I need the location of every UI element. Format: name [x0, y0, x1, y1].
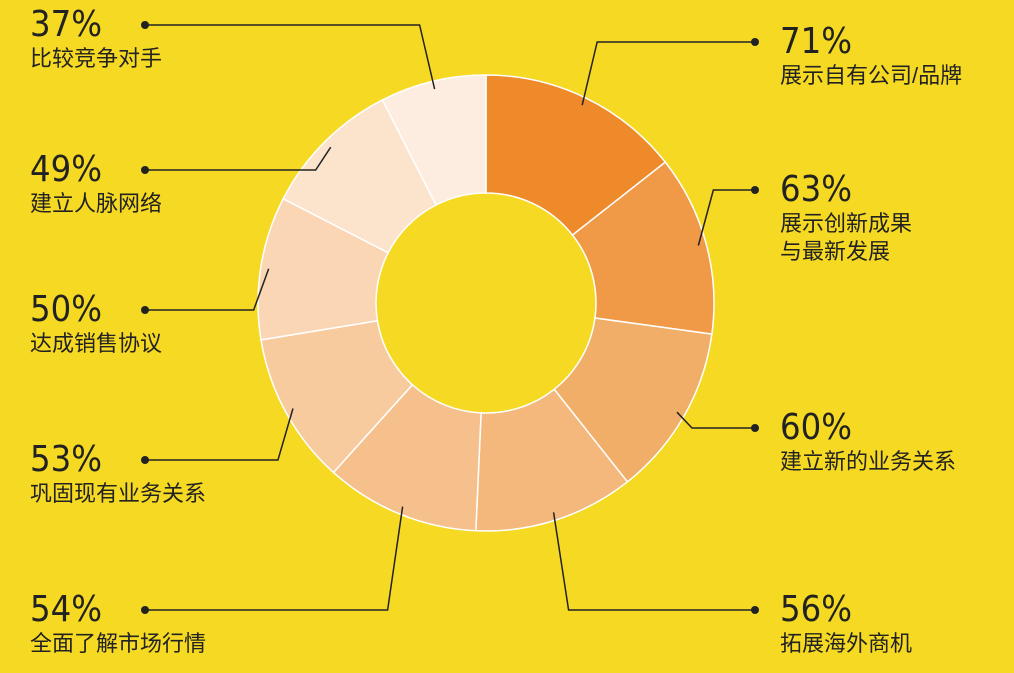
category-label: 比较竞争对手 [30, 46, 163, 71]
leader-dot [751, 424, 759, 432]
leader-line [145, 506, 404, 611]
value-label: 50% [30, 289, 102, 330]
leader-dot [141, 606, 149, 614]
value-label: 60% [780, 407, 852, 448]
leader-dot [751, 606, 759, 614]
category-label: 全面了解市场行情 [30, 631, 207, 656]
leader-line [145, 408, 294, 461]
leader-dot [751, 38, 759, 46]
leader-dot [141, 456, 149, 464]
leader-line [145, 268, 270, 311]
leader-line [676, 411, 755, 429]
leader-dot [751, 186, 759, 194]
value-label: 71% [780, 21, 852, 62]
leader-dot [141, 306, 149, 314]
category-label: 达成销售协议 [30, 331, 163, 356]
leader-line [145, 24, 436, 90]
leader-dot [141, 166, 149, 174]
category-label: 建立人脉网络 [30, 191, 163, 216]
category-label: 展示创新成果 与最新发展 [780, 211, 913, 264]
value-label: 37% [30, 4, 102, 45]
leader-line [552, 512, 755, 611]
value-label: 56% [780, 589, 852, 630]
value-label: 63% [780, 169, 852, 210]
category-label: 巩固现有业务关系 [30, 481, 207, 506]
value-label: 54% [30, 589, 102, 630]
value-label: 53% [30, 439, 102, 480]
category-label: 拓展海外商机 [780, 631, 913, 656]
leader-dot [141, 21, 149, 29]
category-label: 展示自有公司/品牌 [780, 63, 963, 88]
leader-line [581, 41, 755, 106]
category-label: 建立新的业务关系 [780, 449, 957, 474]
donut-segment [381, 74, 487, 207]
leader-line [697, 189, 755, 246]
leader-line [145, 146, 332, 171]
value-label: 49% [30, 149, 102, 190]
donut-segment [485, 74, 667, 237]
